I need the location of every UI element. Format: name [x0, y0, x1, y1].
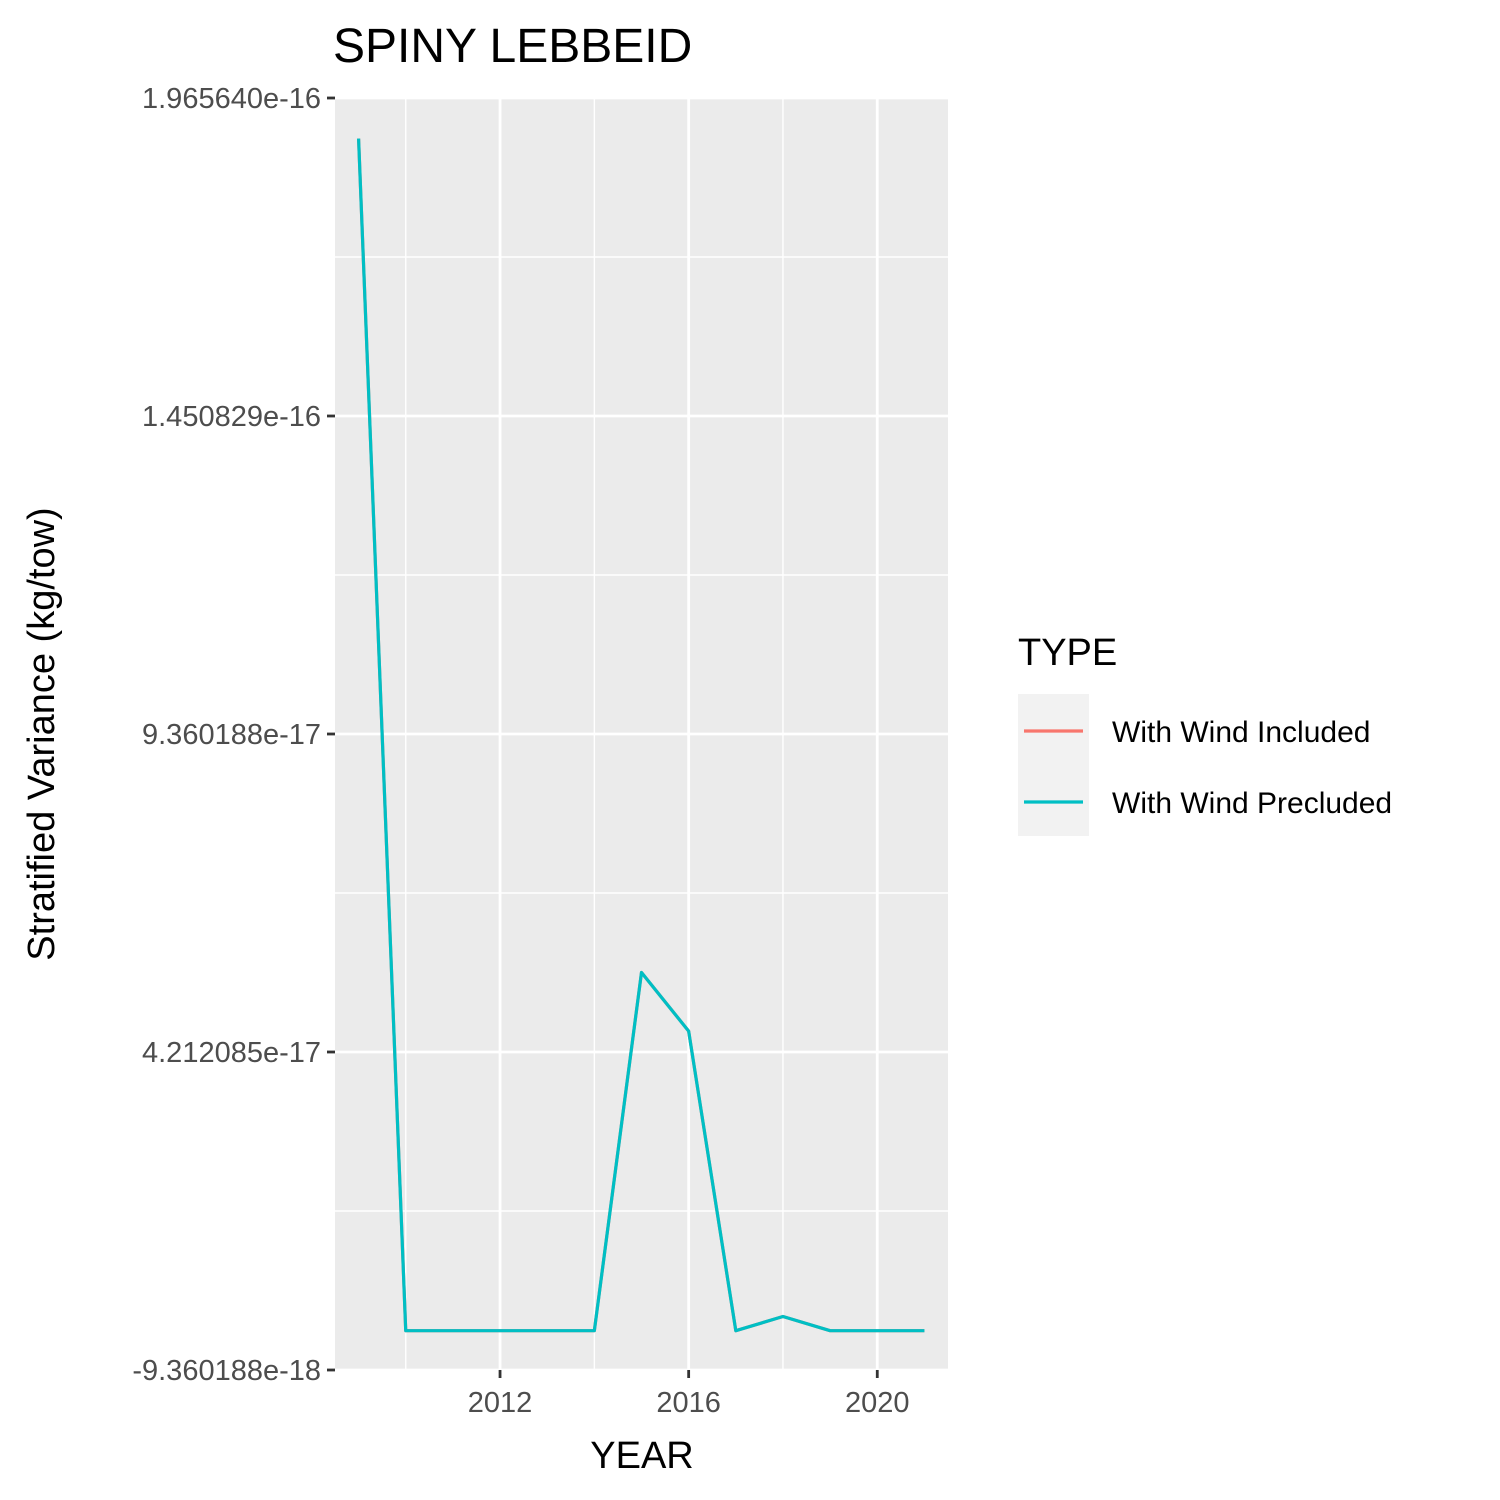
x-tick-label: 2016: [656, 1387, 721, 1419]
x-tick-label: 2012: [468, 1387, 533, 1419]
y-tick-label: 4.212085e-17: [142, 1037, 321, 1069]
y-axis-title: Stratified Variance (kg/tow): [21, 507, 63, 960]
legend-label-with-wind-precluded: With Wind Precluded: [1112, 787, 1392, 820]
y-tick-label: 9.360188e-17: [142, 719, 321, 751]
y-tick-label: -9.360188e-18: [132, 1355, 321, 1387]
x-axis: 2012 2016 2020: [468, 1370, 910, 1419]
grid: [335, 96, 948, 1372]
x-tick-label: 2020: [845, 1387, 910, 1419]
legend-title: TYPE: [1018, 632, 1117, 674]
y-axis: -9.360188e-18 4.212085e-17 9.360188e-17 1.4…: [132, 83, 335, 1387]
series-line-with-wind-precluded: [356, 138, 925, 1333]
y-tick-label: 1.450829e-16: [142, 401, 321, 433]
x-axis-title: YEAR: [590, 1435, 693, 1477]
legend-label-with-wind-included: With Wind Included: [1112, 716, 1370, 749]
y-tick-label: 1.965640e-16: [142, 83, 321, 115]
legend: TYPE With Wind Included With Wind Preclu…: [1018, 632, 1392, 836]
legend-key-background: [1018, 694, 1089, 836]
chart-title: SPINY LEBBEID: [333, 20, 692, 73]
series-group: [356, 138, 925, 1333]
